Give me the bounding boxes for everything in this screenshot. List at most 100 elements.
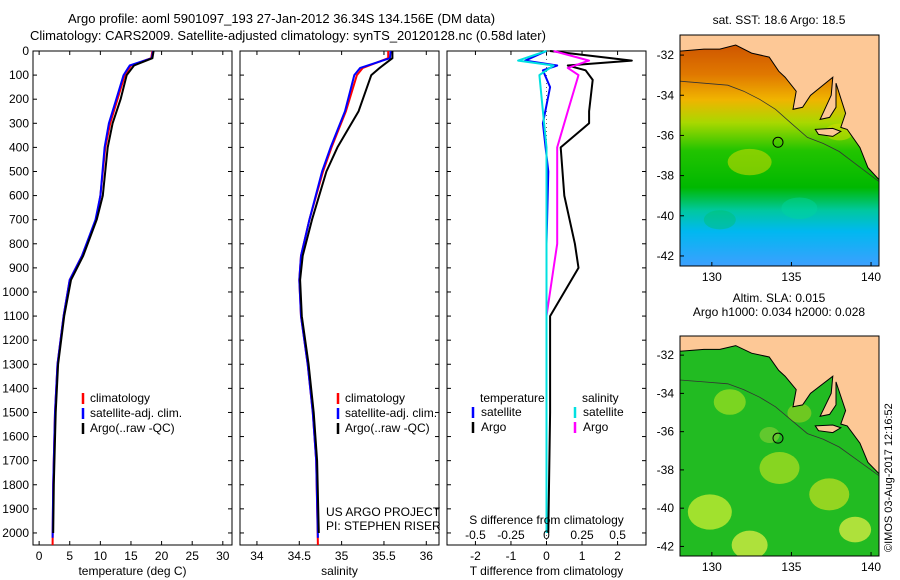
sla-blob xyxy=(809,478,850,511)
sst-xtick-label: 135 xyxy=(781,270,801,284)
depth-tick-label: 1200 xyxy=(2,333,29,347)
sla-island xyxy=(814,424,842,434)
diff-xlabel: T difference from climatology xyxy=(470,564,624,578)
sla-map-area xyxy=(680,336,879,556)
diff-xtick-label: -1 xyxy=(506,549,517,563)
sst-shelf-contour xyxy=(680,80,879,182)
depth-tick-label: 300 xyxy=(9,116,29,130)
temp-xtick-label: 5 xyxy=(66,549,73,563)
sla-ytick-label: -38 xyxy=(657,463,675,477)
sal-axes-frame xyxy=(239,50,440,546)
sst-map-title: sat. SST: 18.6 Argo: 18.5 xyxy=(713,13,846,27)
sal-xtick-label: 34.5 xyxy=(288,549,312,563)
depth-tick-label: 1000 xyxy=(2,285,29,299)
diff-legend-title-temperature: temperature xyxy=(480,391,545,405)
diff-s-tick-label: -0.5 xyxy=(465,528,486,542)
diff-series-2-line xyxy=(517,50,555,533)
depth-tick-label: 200 xyxy=(9,92,29,106)
sal-xtick-label: 35 xyxy=(335,549,349,563)
depth-tick-label: 800 xyxy=(9,237,29,251)
sst-ytick-label: -40 xyxy=(657,209,675,223)
sla-profile-marker xyxy=(772,432,784,444)
temp-xtick-label: 30 xyxy=(216,549,230,563)
sst-ytick-label: -42 xyxy=(657,249,675,263)
diff-series-1-line xyxy=(547,50,633,534)
annotation-pi: PI: STEPHEN RISER xyxy=(326,519,441,533)
depth-tick-label: 1900 xyxy=(2,502,29,516)
depth-tick-label: 1300 xyxy=(2,357,29,371)
sla-map-subtitle: Argo h1000: 0.034 h2000: 0.028 xyxy=(693,305,865,319)
sla-blob xyxy=(839,516,872,543)
sst-island xyxy=(814,127,842,137)
sal-legend-label-2: Argo(..raw -QC) xyxy=(345,421,430,435)
sst-ytick-label: -32 xyxy=(657,48,675,62)
sal-xtick-label: 34 xyxy=(250,549,264,563)
sla-map-frame xyxy=(679,335,880,557)
sst-xtick-label: 130 xyxy=(702,270,722,284)
diff-legend-label-1: Argo xyxy=(481,420,507,434)
sla-xtick-label: 130 xyxy=(702,560,722,574)
sst-land xyxy=(680,35,879,181)
depth-tick-label: 100 xyxy=(9,68,29,82)
sla-blob xyxy=(759,452,800,484)
depth-tick-label: 1800 xyxy=(2,478,29,492)
temp-legend-label-0: climatology xyxy=(90,391,150,405)
depth-tick-label: 1700 xyxy=(2,454,29,468)
depth-tick-label: 500 xyxy=(9,164,29,178)
sla-xtick-label: 135 xyxy=(781,560,801,574)
sst-ytick-label: -38 xyxy=(657,169,675,183)
depth-tick-label: 1100 xyxy=(3,309,29,323)
diff-s-tick-label: -0.25 xyxy=(497,528,525,542)
depth-tick-label: 700 xyxy=(9,213,29,227)
sal-xtick-label: 35.5 xyxy=(372,549,396,563)
temp-xtick-label: 15 xyxy=(124,549,138,563)
temp-xtick-label: 20 xyxy=(155,549,169,563)
sla-blob xyxy=(759,427,780,443)
diff-xtick-label: 1 xyxy=(579,549,586,563)
temp-series-2-line xyxy=(52,50,155,534)
depth-tick-label: 1400 xyxy=(2,381,29,395)
sla-ytick-label: -42 xyxy=(657,539,675,553)
imos-timestamp: ©IMOS 03-Aug-2017 12:16:52 xyxy=(883,403,895,552)
annotation-project: US ARGO PROJECT xyxy=(326,505,441,519)
diff-legend-label-0: satellite xyxy=(481,405,522,419)
diff-legend-label-3: Argo xyxy=(583,420,609,434)
sla-blob xyxy=(731,530,768,556)
diff-legend-title-salinity: salinity xyxy=(582,391,619,405)
diff-xtick-label: -2 xyxy=(470,549,481,563)
sal-series-2-line xyxy=(299,51,394,534)
sla-blob xyxy=(713,389,746,415)
diff-s-tick-label: 0.25 xyxy=(570,528,594,542)
sla-xtick-label: 140 xyxy=(861,560,881,574)
depth-tick-label: 0 xyxy=(22,44,29,58)
depth-tick-label: 2000 xyxy=(2,526,29,540)
sst-ytick-label: -36 xyxy=(657,128,675,142)
sla-blob xyxy=(687,494,732,530)
temp-axes-frame xyxy=(32,50,233,546)
temp-legend-label-1: satellite-adj. clim. xyxy=(90,406,182,420)
sst-map-frame xyxy=(679,34,880,267)
diff-xtick-label: 0 xyxy=(543,549,550,563)
depth-tick-label: 600 xyxy=(9,189,29,203)
temp-xtick-label: 25 xyxy=(186,549,200,563)
sla-map-title: Altim. SLA: 0.015 xyxy=(733,291,826,305)
sla-ytick-label: -36 xyxy=(657,425,675,439)
sst-blob xyxy=(781,197,818,220)
sst-blob xyxy=(703,210,736,230)
sst-map-area xyxy=(680,35,879,266)
temp-xtick-label: 0 xyxy=(36,549,43,563)
sst-xtick-label: 140 xyxy=(861,270,881,284)
depth-tick-label: 400 xyxy=(9,140,29,154)
sst-blob xyxy=(727,148,772,176)
sla-shelf-contour xyxy=(680,379,879,477)
diff-s-axis-label: S difference from climatology xyxy=(469,513,624,527)
sst-profile-marker xyxy=(772,136,784,148)
diff-s-tick-label: 0.5 xyxy=(609,528,626,542)
depth-tick-label: 1500 xyxy=(2,405,29,419)
sla-ytick-label: -32 xyxy=(657,348,675,362)
diff-xtick-label: 2 xyxy=(614,549,621,563)
depth-tick-label: 900 xyxy=(9,261,29,275)
temp-xlabel: temperature (deg C) xyxy=(78,564,186,578)
chart-title-line1: Argo profile: aoml 5901097_193 27-Jan-20… xyxy=(68,11,496,26)
